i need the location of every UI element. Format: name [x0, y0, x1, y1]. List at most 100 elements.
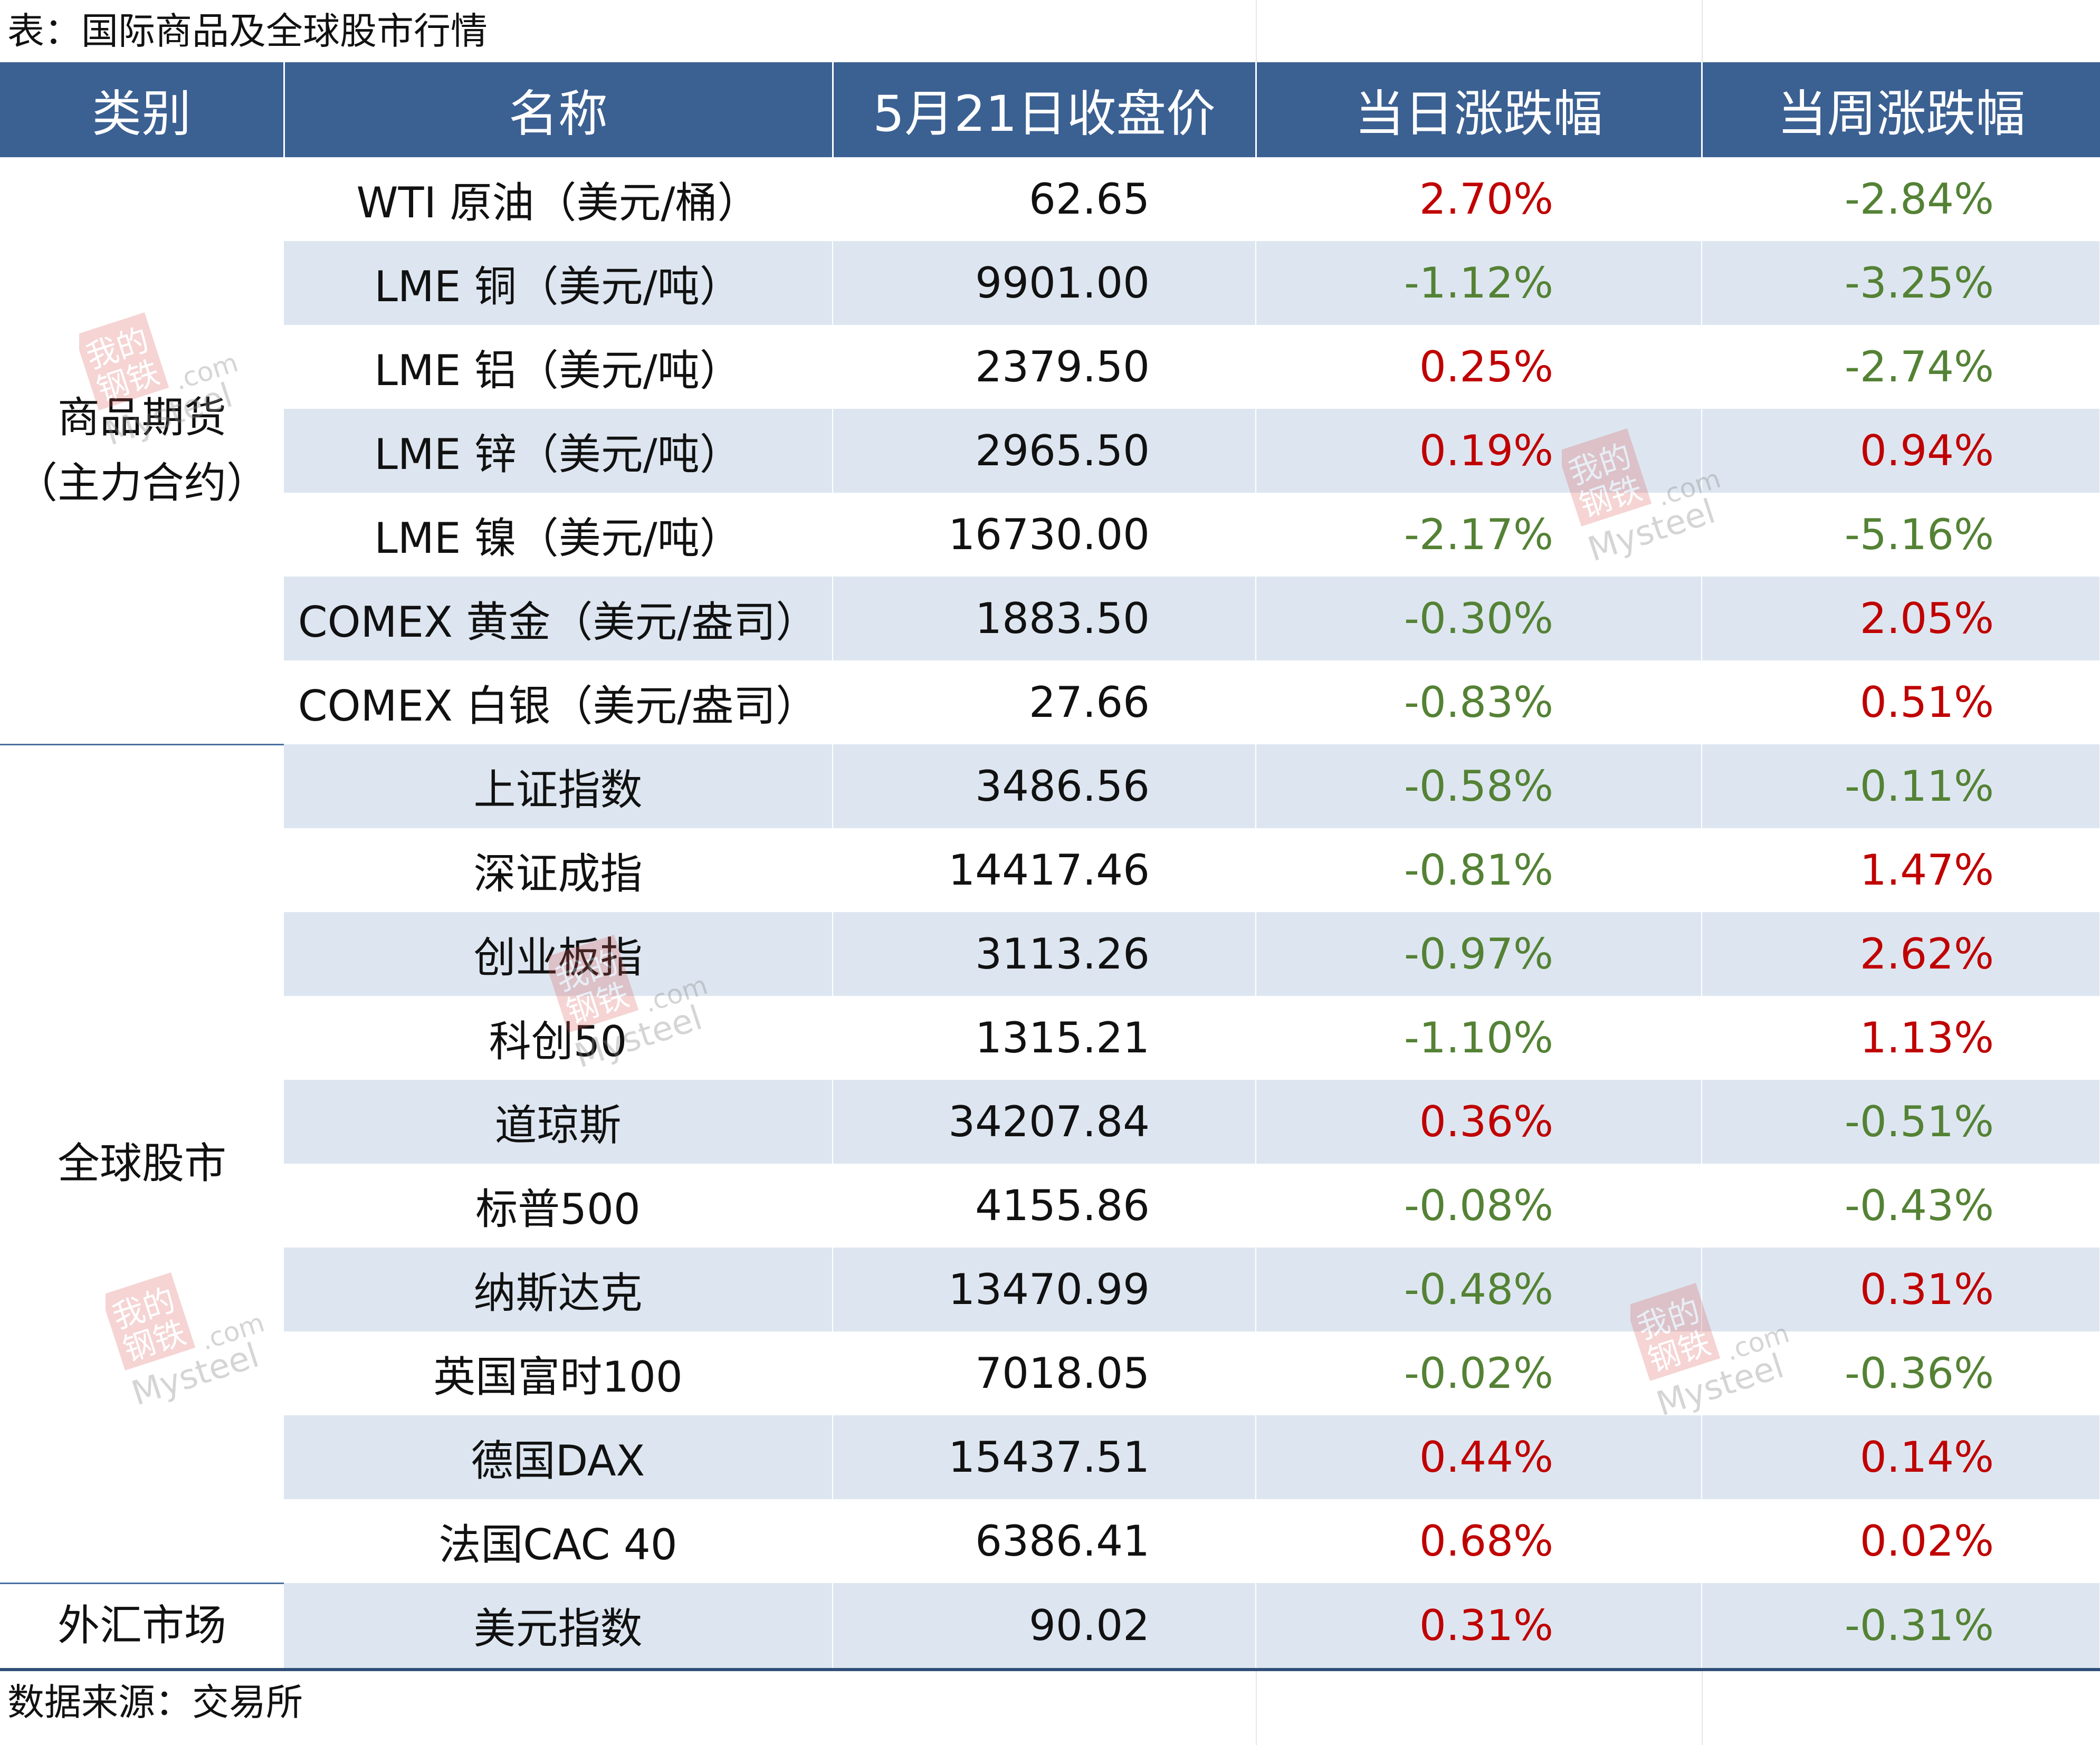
week-change-cell: -3.25% [1702, 241, 2100, 325]
name-cell: LME 锌（美元/吨） [284, 409, 833, 493]
name-cell: LME 铝（美元/吨） [284, 325, 833, 409]
table-row: 德国DAX 15437.51 0.44% 0.14% [0, 1415, 2100, 1499]
day-change-cell: -0.58% [1256, 744, 1702, 828]
week-change-cell: -0.11% [1702, 744, 2100, 828]
header-close-price: 5月21日收盘价 [833, 62, 1257, 157]
price-cell: 7018.05 [833, 1331, 1256, 1415]
name-cell: LME 铜（美元/吨） [284, 241, 833, 325]
price-cell: 9901.00 [833, 241, 1256, 325]
table-title: 表：国际商品及全球股市行情 [7, 9, 488, 53]
week-change-cell: 2.62% [1702, 912, 2100, 996]
price-cell: 6386.41 [833, 1499, 1256, 1583]
table-row: 纳斯达克 13470.99 -0.48% 0.31% [0, 1248, 2100, 1331]
price-cell: 27.66 [833, 660, 1256, 744]
header-day-change: 当日涨跌幅 [1256, 62, 1703, 157]
name-cell: COMEX 白银（美元/盎司） [284, 660, 833, 744]
day-change-cell: 0.44% [1256, 1415, 1702, 1499]
day-change-cell: -0.48% [1256, 1248, 1702, 1331]
price-cell: 1883.50 [833, 577, 1256, 660]
week-change-cell: 0.51% [1702, 660, 2100, 744]
day-change-cell: -0.97% [1256, 912, 1702, 996]
day-change-cell: -0.81% [1256, 828, 1702, 912]
week-change-cell: 1.13% [1702, 996, 2100, 1080]
name-cell: 德国DAX [284, 1415, 833, 1499]
table-row: 深证成指 14417.46 -0.81% 1.47% [0, 828, 2100, 912]
table-row: LME 铜（美元/吨） 9901.00 -1.12% -3.25% [0, 241, 2100, 325]
day-change-cell: -2.17% [1256, 493, 1702, 577]
price-cell: 3113.26 [833, 912, 1256, 996]
week-change-cell: 0.94% [1702, 409, 2100, 493]
name-cell: 上证指数 [284, 744, 833, 828]
category-cell: 商品期货 （主力合约） [0, 157, 284, 745]
price-cell: 14417.46 [833, 828, 1256, 912]
header-category: 类别 [0, 62, 285, 157]
name-cell: 深证成指 [284, 828, 833, 912]
name-cell: WTI 原油（美元/桶） [284, 157, 833, 241]
day-change-cell: -0.08% [1256, 1164, 1702, 1248]
header-name: 名称 [284, 62, 834, 157]
week-change-cell: -5.16% [1702, 493, 2100, 577]
week-change-cell: -2.84% [1702, 157, 2100, 241]
week-change-cell: -2.74% [1702, 325, 2100, 409]
header-week-change: 当周涨跌幅 [1702, 62, 2100, 157]
day-change-cell: 0.25% [1256, 325, 1702, 409]
price-cell: 16730.00 [833, 493, 1256, 577]
week-change-cell: 0.31% [1702, 1248, 2100, 1331]
week-change-cell: 0.14% [1702, 1415, 2100, 1499]
table-row: 创业板指 3113.26 -0.97% 2.62% [0, 912, 2100, 996]
day-change-cell: 0.31% [1256, 1583, 1702, 1668]
table-row: COMEX 黄金（美元/盎司） 1883.50 -0.30% 2.05% [0, 577, 2100, 660]
day-change-cell: 0.36% [1256, 1080, 1702, 1164]
category-cell: 全球股市 [0, 744, 284, 1584]
table-body: 商品期货 （主力合约） WTI 原油（美元/桶） 62.65 2.70% -2.84% L… [0, 157, 2100, 1668]
table-row: 全球股市 上证指数 3486.56 -0.58% -0.11% [0, 744, 2100, 1584]
week-change-cell: -0.31% [1702, 1583, 2100, 1668]
day-change-cell: -0.30% [1256, 577, 1702, 660]
day-change-cell: -0.83% [1256, 660, 1702, 744]
table-row: LME 铝（美元/吨） 2379.50 0.25% -2.74% [0, 325, 2100, 409]
name-cell: 法国CAC 40 [284, 1499, 833, 1583]
price-cell: 90.02 [833, 1583, 1256, 1668]
price-cell: 4155.86 [833, 1164, 1256, 1248]
price-cell: 2379.50 [833, 325, 1256, 409]
price-cell: 2965.50 [833, 409, 1256, 493]
week-change-cell: 1.47% [1702, 828, 2100, 912]
price-cell: 3486.56 [833, 744, 1256, 828]
name-cell: 科创50 [284, 996, 833, 1080]
name-cell: 道琼斯 [284, 1080, 833, 1164]
table-row: COMEX 白银（美元/盎司） 27.66 -0.83% 0.51% [0, 660, 2100, 744]
header-row: 类别 名称 5月21日收盘价 当日涨跌幅 当周涨跌幅 [0, 62, 2100, 157]
price-cell: 13470.99 [833, 1248, 1256, 1331]
name-cell: 英国富时100 [284, 1331, 833, 1415]
bottom-rule [0, 1668, 2100, 1671]
name-cell: 创业板指 [284, 912, 833, 996]
week-change-cell: -0.36% [1702, 1331, 2100, 1415]
day-change-cell: -1.10% [1256, 996, 1702, 1080]
table-row: 外汇市场 美元指数 90.02 0.31% -0.31% [0, 1583, 2100, 1668]
week-change-cell: -0.43% [1702, 1164, 2100, 1248]
table-row: 标普500 4155.86 -0.08% -0.43% [0, 1164, 2100, 1248]
name-cell: 标普500 [284, 1164, 833, 1248]
day-change-cell: 0.19% [1256, 409, 1702, 493]
category-cell: 外汇市场 [0, 1583, 284, 1668]
day-change-cell: -0.02% [1256, 1331, 1702, 1415]
table-row: LME 锌（美元/吨） 2965.50 0.19% 0.94% [0, 409, 2100, 493]
name-cell: COMEX 黄金（美元/盎司） [284, 577, 833, 660]
day-change-cell: 2.70% [1256, 157, 1702, 241]
day-change-cell: 0.68% [1256, 1499, 1702, 1583]
name-cell: 纳斯达克 [284, 1248, 833, 1331]
day-change-cell: -1.12% [1256, 241, 1702, 325]
price-cell: 34207.84 [833, 1080, 1256, 1164]
table-row: 道琼斯 34207.84 0.36% -0.51% [0, 1080, 2100, 1164]
week-change-cell: 2.05% [1702, 577, 2100, 660]
week-change-cell: -0.51% [1702, 1080, 2100, 1164]
name-cell: 美元指数 [284, 1583, 833, 1668]
table-row: 法国CAC 40 6386.41 0.68% 0.02% [0, 1499, 2100, 1583]
price-cell: 1315.21 [833, 996, 1256, 1080]
table-row: 商品期货 （主力合约） WTI 原油（美元/桶） 62.65 2.70% -2.84% [0, 157, 2100, 745]
week-change-cell: 0.02% [1702, 1499, 2100, 1583]
price-cell: 62.65 [833, 157, 1256, 241]
price-cell: 15437.51 [833, 1415, 1256, 1499]
table-row: 科创50 1315.21 -1.10% 1.13% [0, 996, 2100, 1080]
market-table: 类别 名称 5月21日收盘价 当日涨跌幅 当周涨跌幅 商品期货 （主力合约） WT… [0, 62, 2100, 1668]
